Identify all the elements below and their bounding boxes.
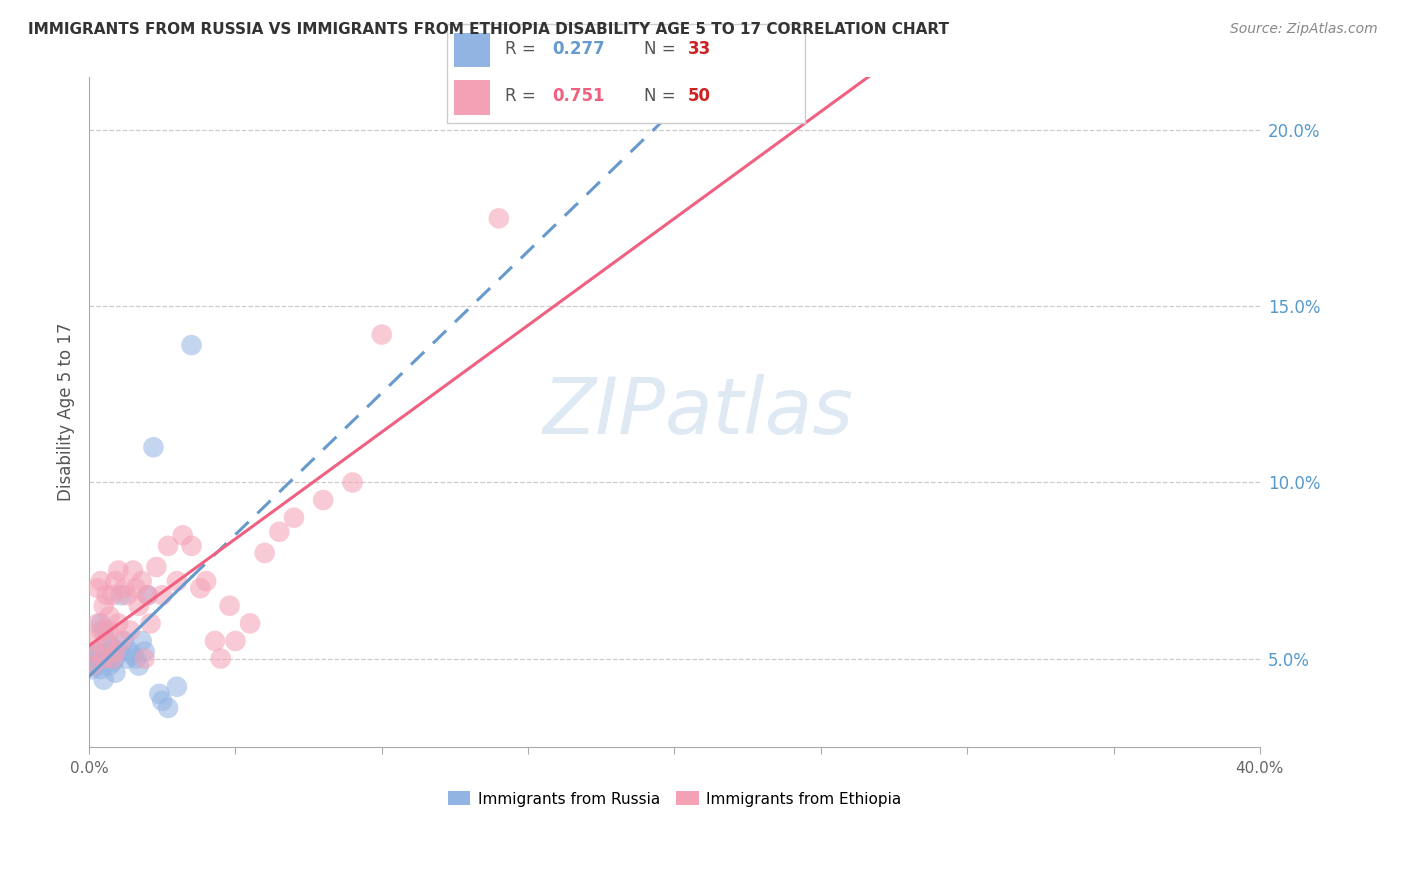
- Point: [87, 658, 110, 673]
- Point: [131, 634, 153, 648]
- Text: R =: R =: [505, 87, 541, 105]
- Point: [101, 651, 124, 665]
- Point: [90, 624, 112, 638]
- Point: [371, 327, 394, 342]
- Point: [312, 493, 335, 508]
- Point: [150, 588, 173, 602]
- Point: [90, 574, 112, 588]
- Point: [98, 624, 121, 638]
- Point: [134, 644, 156, 658]
- Point: [104, 644, 127, 658]
- Point: [209, 651, 232, 665]
- Point: [128, 658, 150, 673]
- Point: [136, 588, 159, 602]
- Point: [110, 588, 132, 602]
- Point: [218, 599, 240, 613]
- Text: N =: N =: [644, 40, 681, 58]
- Legend: Immigrants from Russia, Immigrants from Ethiopia: Immigrants from Russia, Immigrants from …: [441, 785, 907, 813]
- Point: [84, 634, 107, 648]
- Point: [84, 644, 107, 658]
- Point: [87, 581, 110, 595]
- Point: [84, 648, 107, 662]
- Point: [269, 524, 291, 539]
- Point: [145, 560, 167, 574]
- Point: [204, 634, 226, 648]
- Point: [107, 564, 129, 578]
- Point: [131, 574, 153, 588]
- Point: [115, 651, 138, 665]
- Point: [115, 588, 138, 602]
- Point: [128, 599, 150, 613]
- Point: [98, 609, 121, 624]
- Point: [98, 658, 121, 673]
- Point: [96, 588, 118, 602]
- Point: [157, 701, 180, 715]
- Text: Source: ZipAtlas.com: Source: ZipAtlas.com: [1230, 22, 1378, 37]
- Point: [101, 640, 124, 655]
- Point: [253, 546, 276, 560]
- Point: [148, 687, 170, 701]
- Point: [93, 651, 115, 665]
- Point: [224, 634, 246, 648]
- Point: [188, 581, 211, 595]
- Bar: [454, 79, 491, 114]
- Text: 50: 50: [688, 87, 711, 105]
- Point: [84, 655, 107, 669]
- Point: [172, 528, 194, 542]
- Point: [96, 634, 118, 648]
- Point: [342, 475, 364, 490]
- Point: [122, 648, 145, 662]
- Point: [125, 651, 148, 665]
- Point: [112, 634, 135, 648]
- Point: [142, 440, 165, 454]
- Point: [93, 624, 115, 638]
- Point: [90, 616, 112, 631]
- Point: [96, 634, 118, 648]
- Point: [107, 644, 129, 658]
- Point: [180, 539, 202, 553]
- Point: [139, 616, 162, 631]
- Point: [101, 588, 124, 602]
- Point: [180, 338, 202, 352]
- Point: [87, 644, 110, 658]
- Y-axis label: Disability Age 5 to 17: Disability Age 5 to 17: [58, 323, 75, 501]
- Point: [93, 599, 115, 613]
- Point: [93, 673, 115, 687]
- Text: 0.751: 0.751: [553, 87, 605, 105]
- Point: [87, 616, 110, 631]
- Point: [150, 694, 173, 708]
- Text: IMMIGRANTS FROM RUSSIA VS IMMIGRANTS FROM ETHIOPIA DISABILITY AGE 5 TO 17 CORREL: IMMIGRANTS FROM RUSSIA VS IMMIGRANTS FRO…: [28, 22, 949, 37]
- Point: [112, 581, 135, 595]
- Point: [104, 574, 127, 588]
- Text: N =: N =: [644, 87, 681, 105]
- Point: [166, 574, 188, 588]
- Point: [101, 655, 124, 669]
- Text: 0.277: 0.277: [553, 40, 606, 58]
- Point: [80, 662, 103, 676]
- Point: [488, 211, 510, 226]
- Point: [195, 574, 218, 588]
- Point: [125, 581, 148, 595]
- Point: [90, 662, 112, 676]
- FancyBboxPatch shape: [447, 24, 804, 123]
- Bar: [454, 32, 491, 68]
- Point: [166, 680, 188, 694]
- Point: [104, 665, 127, 680]
- Point: [107, 616, 129, 631]
- Point: [118, 624, 141, 638]
- Text: ZIPatlas: ZIPatlas: [543, 374, 853, 450]
- Point: [80, 658, 103, 673]
- Point: [136, 588, 159, 602]
- Text: R =: R =: [505, 40, 541, 58]
- Point: [122, 564, 145, 578]
- Point: [157, 539, 180, 553]
- Point: [110, 634, 132, 648]
- Text: 33: 33: [688, 40, 711, 58]
- Point: [283, 510, 305, 524]
- Point: [118, 644, 141, 658]
- Point: [104, 651, 127, 665]
- Point: [134, 651, 156, 665]
- Point: [98, 644, 121, 658]
- Point: [239, 616, 262, 631]
